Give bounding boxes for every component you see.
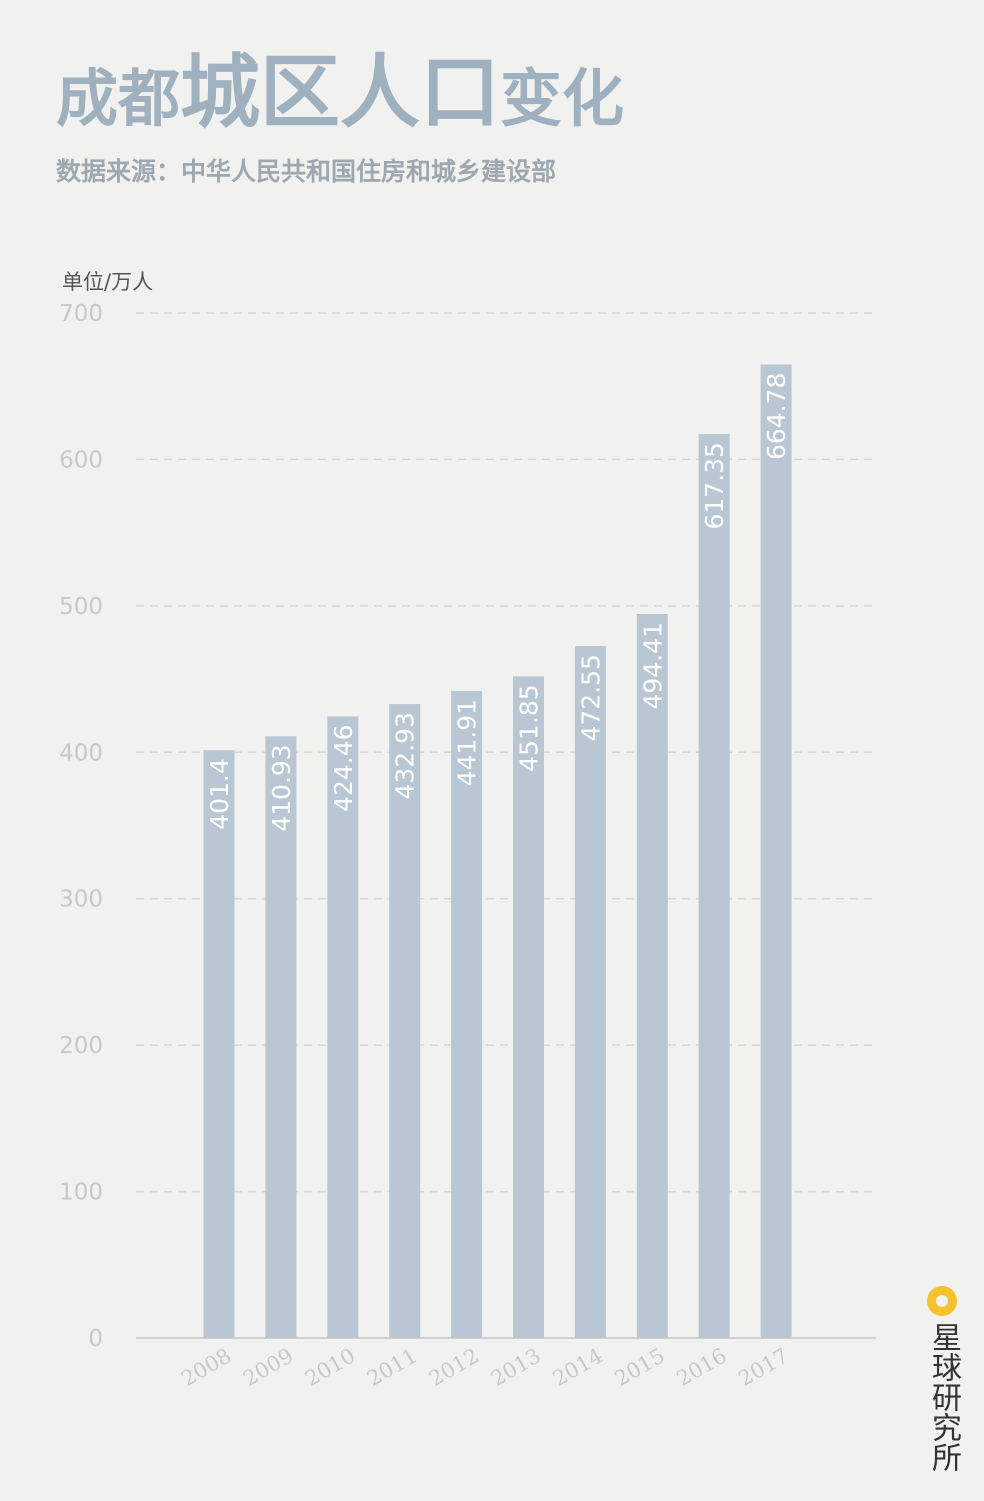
y-tick-label: 400: [59, 740, 103, 766]
title-part-2: 城区人口: [180, 45, 501, 139]
y-tick-label: 0: [88, 1326, 103, 1352]
bar: [327, 716, 359, 1338]
x-tick-label: 2015: [611, 1344, 669, 1392]
logo-dot-icon: [927, 1286, 957, 1316]
y-tick-label: 200: [59, 1033, 103, 1059]
y-tick-label: 300: [59, 887, 103, 913]
x-tick-label: 2013: [487, 1344, 545, 1392]
x-tick-label: 2010: [301, 1344, 359, 1392]
y-tick-label: 600: [59, 447, 103, 473]
x-tick-label: 2009: [239, 1344, 297, 1392]
bar-value-label: 451.85: [515, 684, 544, 771]
x-tick-label: 2008: [177, 1344, 235, 1392]
bar: [203, 750, 235, 1338]
bar-value-label: 410.93: [267, 744, 296, 831]
bar-value-label: 494.41: [638, 622, 667, 709]
y-tick-label: 100: [59, 1180, 103, 1206]
brand-logo: 星球研究所: [924, 1286, 961, 1472]
bar-value-label: 617.35: [700, 442, 729, 529]
x-tick-label: 2012: [425, 1344, 483, 1392]
bar: [698, 434, 730, 1339]
title-part-1: 成都: [56, 62, 181, 135]
bar: [574, 646, 606, 1338]
chart-subtitle: 数据来源：中华人民共和国住房和城乡建设部: [56, 157, 557, 186]
bar-value-label: 441.91: [453, 699, 482, 786]
bar-value-label: 432.93: [391, 712, 420, 799]
bar: [389, 704, 421, 1338]
bar-value-label: 472.55: [576, 654, 605, 741]
y-tick-label: 700: [59, 301, 103, 327]
bar-value-label: 401.4: [205, 758, 234, 830]
bar-value-label: 664.78: [762, 373, 791, 460]
bar: [760, 364, 792, 1338]
bar: [451, 690, 483, 1338]
bar-value-label: 424.46: [329, 724, 358, 811]
y-tick-label: 500: [59, 594, 103, 620]
bar: [513, 676, 544, 1338]
x-tick-label: 2017: [734, 1344, 792, 1392]
logo-text: 星球研究所: [926, 1322, 961, 1472]
y-axis-unit-label: 单位/万人: [62, 270, 154, 294]
title-part-3: 变化: [500, 62, 625, 135]
x-tick-label: 2016: [672, 1344, 730, 1392]
x-tick-label: 2011: [363, 1344, 421, 1392]
bar: [265, 736, 297, 1338]
bar: [636, 614, 668, 1338]
x-tick-label: 2014: [549, 1344, 607, 1392]
chart-title: 成都城区人口变化: [56, 52, 624, 132]
